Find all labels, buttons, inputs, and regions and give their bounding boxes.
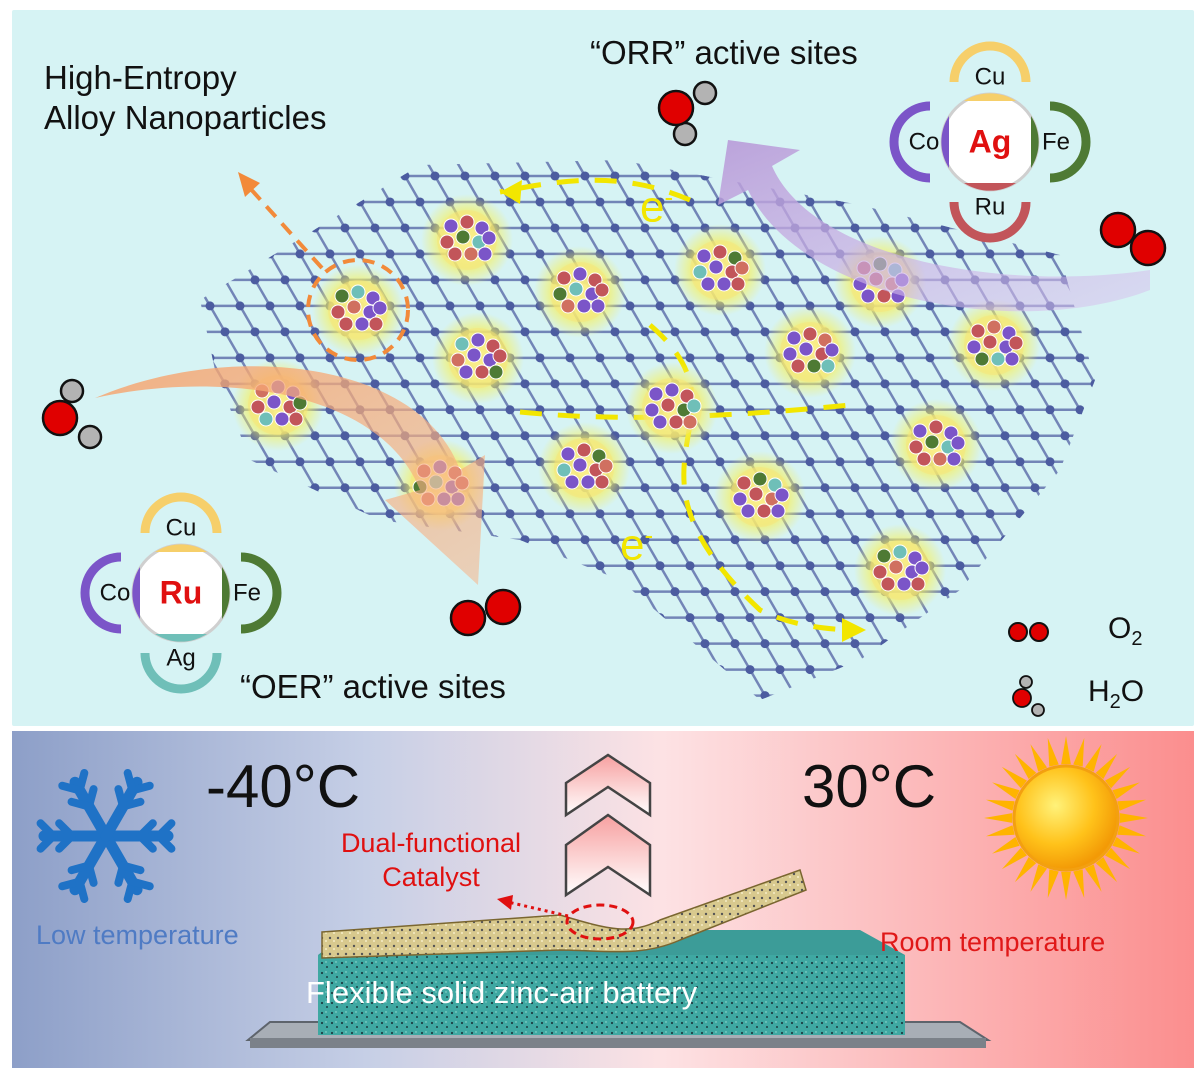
electron-arrowhead-icon xyxy=(500,180,522,204)
hea-label-line2: Alloy Nanoparticles xyxy=(44,99,327,136)
battery-label: Flexible solid zinc-air battery xyxy=(306,975,698,1010)
ag-arc xyxy=(140,652,222,694)
room-temp-label: Room temperature xyxy=(880,927,1106,957)
top-element-label: Cu xyxy=(166,514,197,541)
hea-label-line1: High-Entropy xyxy=(44,59,237,96)
hea-nanoparticle xyxy=(538,422,630,514)
hea-nanoparticle xyxy=(890,399,982,491)
battery-illustration xyxy=(245,869,992,1048)
cu-arc xyxy=(140,492,222,534)
catalyst-pointer xyxy=(507,900,569,918)
electron-label-bottom: e- xyxy=(620,520,654,570)
left-element-label: Co xyxy=(100,579,131,606)
cu-arc xyxy=(949,41,1031,83)
fe-arc xyxy=(240,552,282,634)
orr-flow-arrow xyxy=(718,140,1150,312)
water-molecule-icon xyxy=(657,80,718,147)
oxygen-molecule-icon xyxy=(449,588,522,637)
hea-pointer-line xyxy=(246,184,324,270)
electron-label-top: e- xyxy=(640,182,674,232)
orr-label: “ORR” active sites xyxy=(590,34,858,71)
right-element-label: Fe xyxy=(1042,128,1070,155)
hea-pointer-arrowhead-icon xyxy=(238,172,260,197)
hea-nanoparticle xyxy=(948,299,1040,391)
room-temp-value: 30°C xyxy=(802,753,937,820)
catalyst-label-line1: Dual-functional xyxy=(340,828,522,858)
center-element-label: Ru xyxy=(160,574,203,610)
oer-site-diagram: Ru Cu Ag Co Fe xyxy=(80,492,282,694)
bottom-element-label: Ru xyxy=(975,193,1006,220)
legend-h2o-label: H2O xyxy=(1088,675,1145,713)
oer-flow-arrow xyxy=(95,366,485,585)
water-molecule-icon xyxy=(41,378,103,450)
hea-nanoparticle xyxy=(714,451,806,543)
co-arc xyxy=(80,552,122,634)
hea-label: High-Entropy Alloy Nanoparticles xyxy=(44,58,326,138)
hea-nanoparticle xyxy=(534,246,626,338)
low-temp-value: -40°C xyxy=(206,753,361,820)
orr-site-diagram: Ag Cu Ru Co Fe xyxy=(889,41,1091,243)
hea-nanoparticle xyxy=(626,362,718,454)
bottom-element-label: Ag xyxy=(166,644,195,671)
center-element-label: Ag xyxy=(969,123,1012,159)
catalyst-label: Dual-functional Catalyst xyxy=(316,826,546,894)
sun-icon xyxy=(984,736,1148,900)
left-element-label: Co xyxy=(909,128,940,155)
hea-nanoparticle xyxy=(674,224,766,316)
electron-arrowhead-icon xyxy=(842,618,866,642)
snowflake-icon xyxy=(36,768,176,904)
hea-nanoparticle xyxy=(854,524,946,616)
ru-arc xyxy=(949,201,1031,243)
hea-nanoparticle xyxy=(312,264,404,356)
legend-h2o-icon xyxy=(1012,675,1045,717)
top-element-label: Cu xyxy=(975,63,1006,90)
highlight-circle xyxy=(306,258,410,362)
legend-o2-label: O2 xyxy=(1108,612,1143,650)
oxygen-molecule-icon xyxy=(1099,211,1167,267)
hea-nanoparticle xyxy=(421,194,513,286)
fe-arc xyxy=(1049,101,1091,183)
catalyst-arrowhead-icon xyxy=(497,895,513,910)
catalyst-label-line2: Catalyst xyxy=(382,862,480,892)
co-arc xyxy=(889,101,931,183)
electron-path xyxy=(499,177,851,633)
hea-nanoparticle xyxy=(432,312,524,404)
oer-label: “OER” active sites xyxy=(240,668,506,705)
hea-nanoparticle xyxy=(764,306,856,398)
right-element-label: Fe xyxy=(233,579,261,606)
catalyst-highlight xyxy=(565,903,635,941)
low-temp-label: Low temperature xyxy=(36,920,239,950)
up-chevrons-icon xyxy=(564,753,652,898)
legend-o2-icon xyxy=(1008,622,1049,642)
